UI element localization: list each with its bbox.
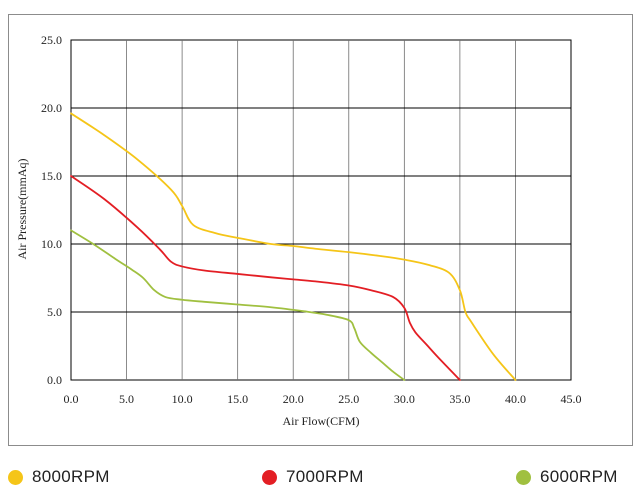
legend-item-7000rpm: 7000RPM xyxy=(262,462,364,492)
x-tick-label: 40.0 xyxy=(505,392,526,406)
legend-marker-6000rpm xyxy=(516,469,531,485)
x-tick-label: 10.0 xyxy=(172,392,193,406)
plot-area xyxy=(70,39,572,381)
y-tick-label: 5.0 xyxy=(47,305,62,319)
y-tick-label: 20.0 xyxy=(41,101,62,115)
y-tick-label: 15.0 xyxy=(41,169,62,183)
y-tick-label: 10.0 xyxy=(41,237,62,251)
legend-marker-8000rpm xyxy=(8,469,23,485)
x-tick-label: 5.0 xyxy=(119,392,134,406)
legend-item-6000rpm: 6000RPM xyxy=(516,462,618,492)
y-tick-label: 25.0 xyxy=(41,33,62,47)
x-tick-label: 0.0 xyxy=(64,392,79,406)
series-line-6000rpm xyxy=(70,229,406,381)
x-tick-label: 35.0 xyxy=(449,392,470,406)
chart-frame xyxy=(8,14,633,446)
legend-marker-7000rpm xyxy=(262,469,277,485)
x-tick-label: 30.0 xyxy=(394,392,415,406)
legend: 8000RPM 7000RPM 6000RPM xyxy=(0,462,642,492)
x-tick-label: 45.0 xyxy=(561,392,582,406)
series-line-8000rpm xyxy=(70,112,517,381)
x-tick-label: 15.0 xyxy=(227,392,248,406)
y-tick-label: 0.0 xyxy=(47,373,62,387)
legend-label-8000rpm: 8000RPM xyxy=(32,467,110,486)
legend-label-7000rpm: 7000RPM xyxy=(286,467,364,486)
x-tick-label: 25.0 xyxy=(338,392,359,406)
legend-label-6000rpm: 6000RPM xyxy=(540,467,618,486)
series-line-7000rpm xyxy=(70,175,461,381)
legend-item-8000rpm: 8000RPM xyxy=(8,462,110,492)
x-axis-title: Air Flow(CFM) xyxy=(282,414,359,428)
y-axis-title: Air Pressure(mmAq) xyxy=(15,159,29,260)
x-tick-label: 20.0 xyxy=(283,392,304,406)
